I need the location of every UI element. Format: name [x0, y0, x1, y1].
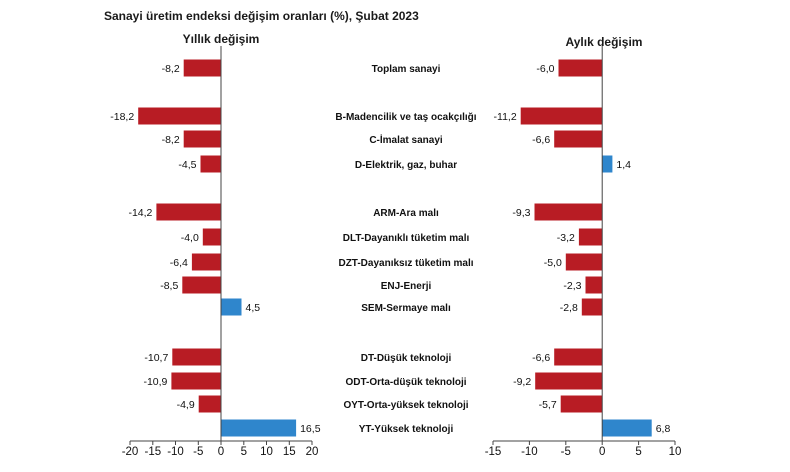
annual-value-label: 4,5 [246, 302, 261, 314]
annual-bar [156, 203, 221, 221]
annual-tick-label: -20 [122, 446, 139, 458]
monthly-value-label: -11,2 [494, 111, 517, 123]
monthly-value-label: -6,0 [536, 63, 554, 75]
monthly-value-label: -5,7 [539, 399, 557, 411]
monthly-bar [554, 348, 603, 366]
category-labels: Toplam sanayi B-Madencilik ve taş ocakçıl… [335, 64, 476, 435]
annual-value-label: -6,4 [170, 257, 188, 269]
chart-title: Sanayi üretim endeksi değişim oranları (… [104, 9, 419, 23]
annual-bar [183, 59, 221, 77]
monthly-tick-label: 0 [599, 446, 605, 458]
monthly-bar [565, 253, 603, 271]
annual-tick-label: 5 [241, 446, 247, 458]
annual-panel-title: Yıllık değişim [183, 32, 260, 46]
annual-bar [171, 372, 221, 390]
annual-value-label: -4,9 [177, 399, 195, 411]
monthly-bar [581, 298, 603, 316]
annual-tick-label: 15 [283, 446, 296, 458]
category-label: DLT-Dayanıklı tüketim malı [343, 233, 470, 244]
category-label: ARM-Ara malı [373, 208, 439, 219]
monthly-value-label: -6,6 [532, 352, 550, 364]
annual-value-label: -14,2 [128, 207, 152, 219]
annual-bar [221, 419, 297, 437]
category-label: C-İmalat sanayi [369, 133, 443, 146]
monthly-value-label: -9,2 [513, 376, 531, 388]
annual-value-label: -8,2 [162, 63, 180, 75]
annual-bar [182, 276, 221, 294]
monthly-tick-label: -10 [521, 446, 538, 458]
monthly-bar [602, 419, 652, 437]
annual-value-label: -18,2 [110, 111, 134, 123]
monthly-bar [558, 59, 603, 77]
monthly-bar [578, 228, 603, 246]
annual-value-label: -8,2 [162, 134, 180, 146]
annual-tick-label: 20 [306, 446, 319, 458]
annual-value-label: -10,7 [144, 352, 168, 364]
monthly-value-label: 6,8 [656, 423, 671, 435]
monthly-tick-label: -5 [561, 446, 571, 458]
monthly-value-label: -6,6 [532, 134, 550, 146]
annual-tick-label: -10 [167, 446, 184, 458]
monthly-bar [535, 372, 603, 390]
annual-bar [198, 395, 221, 413]
annual-tick-label: -5 [193, 446, 203, 458]
category-label: B-Madencilik ve taş ocakçılığı [335, 112, 476, 123]
monthly-bar [534, 203, 603, 221]
annual-value-label: 16,5 [300, 423, 321, 435]
category-label: DZT-Dayanıksız tüketim malı [338, 258, 473, 269]
category-label: ENJ-Enerji [381, 281, 432, 292]
category-label: YT-Yüksek teknoloji [359, 424, 454, 435]
category-label: DT-Düşük teknoloji [361, 353, 452, 364]
annual-bar [221, 298, 242, 316]
monthly-tick-label: 5 [635, 446, 641, 458]
category-label: D-Elektrik, gaz, buhar [355, 160, 457, 171]
annual-tick-label: 10 [260, 446, 273, 458]
monthly-value-label: -9,3 [512, 207, 530, 219]
monthly-bar [602, 155, 613, 173]
annual-value-label: -8,5 [160, 280, 178, 292]
monthly-value-label: -3,2 [557, 232, 575, 244]
monthly-tick-label: 10 [669, 446, 682, 458]
annual-tick-label: 0 [218, 446, 224, 458]
monthly-value-label: 1,4 [616, 159, 631, 171]
annual-bar [200, 155, 221, 173]
annual-bar [138, 107, 221, 125]
category-label: Toplam sanayi [372, 64, 441, 75]
annual-value-label: -4,0 [181, 232, 199, 244]
category-label: ODT-Orta-düşük teknoloji [345, 377, 466, 388]
monthly-value-label: -2,3 [563, 280, 581, 292]
annual-bar [183, 130, 221, 148]
monthly-change-panel: Aylık değişim -6,0 -11,2 -6,6 1,4 -9,3 -3,2 -5,… [485, 35, 682, 458]
annual-value-label: -10,9 [143, 376, 167, 388]
annual-value-label: -4,5 [178, 159, 196, 171]
monthly-value-label: -5,0 [544, 257, 562, 269]
annual-bar [202, 228, 221, 246]
monthly-bar [560, 395, 603, 413]
monthly-bar [585, 276, 603, 294]
category-label: OYT-Orta-yüksek teknoloji [343, 400, 468, 411]
annual-change-panel: Yıllık değişim -8,2 -18,2 -8,2 -4,5 -14,2 -4,0… [110, 32, 320, 458]
annual-bar [191, 253, 221, 271]
monthly-bar [554, 130, 603, 148]
monthly-tick-label: -15 [485, 446, 502, 458]
annual-tick-label: -15 [144, 446, 161, 458]
monthly-panel-title: Aylık değişim [566, 35, 643, 49]
annual-bar [172, 348, 221, 366]
monthly-bar [520, 107, 603, 125]
monthly-value-label: -2,8 [560, 302, 578, 314]
category-label: SEM-Sermaye malı [361, 303, 451, 314]
